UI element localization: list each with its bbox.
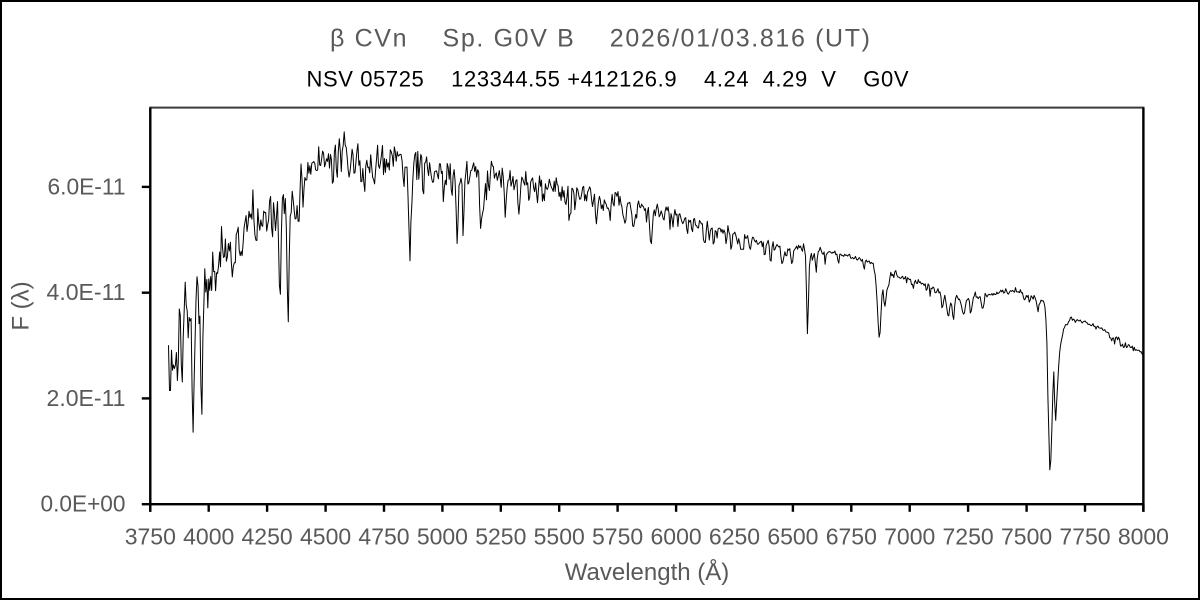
svg-text:8000: 8000 (1118, 523, 1169, 549)
svg-text:6.0E-11: 6.0E-11 (48, 173, 126, 199)
svg-text:6500: 6500 (767, 523, 818, 549)
svg-text:7500: 7500 (1001, 523, 1052, 549)
svg-text:0.0E+00: 0.0E+00 (41, 491, 126, 517)
svg-text:4250: 4250 (242, 523, 293, 549)
svg-text:F (λ): F (λ) (8, 281, 35, 330)
svg-text:5750: 5750 (592, 523, 643, 549)
svg-text:6750: 6750 (826, 523, 877, 549)
svg-text:5500: 5500 (534, 523, 585, 549)
svg-text:6000: 6000 (651, 523, 702, 549)
svg-text:7250: 7250 (943, 523, 994, 549)
svg-text:3750: 3750 (125, 523, 176, 549)
svg-text:NSV 05725 123344.55 +412126: NSV 05725 123344.55 +412126.9 4.24 4.29 … (307, 67, 909, 92)
svg-text:6250: 6250 (709, 523, 760, 549)
svg-text:5000: 5000 (417, 523, 468, 549)
svg-text:4750: 4750 (358, 523, 409, 549)
svg-text:7000: 7000 (884, 523, 935, 549)
svg-text:5250: 5250 (475, 523, 526, 549)
svg-text:2.0E-11: 2.0E-11 (47, 385, 126, 411)
svg-text:Wavelength (Å): Wavelength (Å) (565, 558, 730, 586)
svg-text:4000: 4000 (183, 523, 234, 549)
svg-text:4.0E-11: 4.0E-11 (47, 279, 126, 305)
svg-text:4500: 4500 (300, 523, 351, 549)
svg-text:7750: 7750 (1059, 523, 1110, 549)
